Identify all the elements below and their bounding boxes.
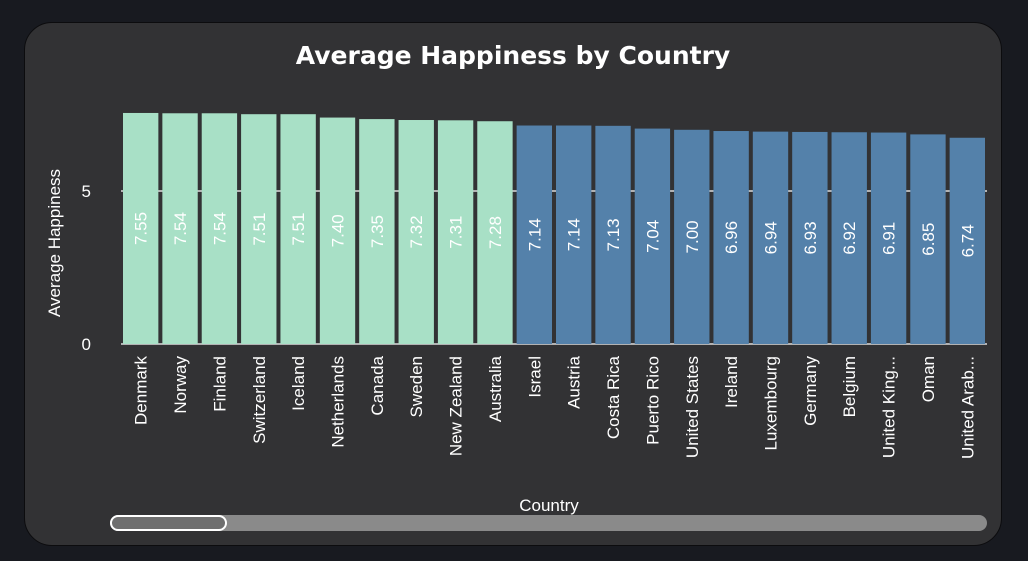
bar[interactable] [831, 132, 867, 344]
axes: 0 5 Denmark Norway Finland Switzerland Iceland… [82, 182, 978, 459]
x-tick-label: Austria [565, 355, 584, 408]
bar[interactable] [477, 121, 513, 345]
chart-scrollbar[interactable] [110, 515, 987, 531]
x-tick-label: Norway [171, 356, 190, 414]
bar[interactable] [949, 137, 985, 344]
bar[interactable] [162, 113, 198, 344]
data-label: 6.85 [919, 223, 938, 256]
x-tick-label: United Arab... [958, 356, 977, 459]
bars [123, 112, 985, 345]
data-label: 7.31 [447, 216, 466, 249]
bar-chart: 7.55 7.54 7.54 7.51 7.51 7.40 7.35 7.32 7.31 7.28… [45, 112, 987, 515]
bar[interactable] [201, 113, 238, 344]
data-label: 7.40 [329, 214, 348, 247]
data-label: 7.54 [171, 212, 190, 245]
chart-title: Average Happiness by Country [295, 41, 731, 70]
data-label: 7.51 [250, 213, 269, 246]
x-tick-label: Belgium [840, 356, 859, 417]
bar[interactable] [437, 120, 474, 345]
bar[interactable] [319, 117, 356, 344]
data-labels: 7.55 7.54 7.54 7.51 7.51 7.40 7.35 7.32 7.31 7.28… [132, 212, 978, 257]
data-label: 6.94 [762, 221, 781, 254]
x-tick-label: Netherlands [329, 356, 348, 448]
x-tick-label: Germany [801, 356, 820, 426]
data-label: 6.96 [722, 221, 741, 254]
x-tick-label: Luxembourg [762, 356, 781, 451]
bar[interactable] [792, 131, 828, 344]
x-tick-label: Finland [210, 356, 229, 412]
bar[interactable] [910, 134, 946, 344]
x-tick-label: Oman [919, 356, 938, 402]
y-tick-label: 0 [82, 335, 91, 354]
data-label: 7.14 [565, 218, 584, 251]
y-axis-title: Average Happiness [45, 169, 64, 317]
bar[interactable] [752, 131, 789, 344]
x-tick-label: Ireland [722, 356, 741, 408]
x-tick-label: United King... [880, 356, 899, 458]
y-tick-label: 5 [82, 182, 91, 201]
bar[interactable] [516, 125, 552, 345]
bar[interactable] [241, 114, 277, 344]
data-label: 6.91 [880, 222, 899, 255]
data-label: 7.13 [604, 218, 623, 251]
bar[interactable] [123, 112, 159, 344]
x-tick-label: Israel [525, 356, 544, 398]
bar[interactable] [713, 131, 749, 344]
chart-scrollbar-thumb[interactable] [110, 515, 227, 531]
chart-card: Average Happiness by Country 7.55 7.54 7.5… [24, 22, 1002, 546]
data-label: 7.54 [210, 212, 229, 245]
x-tick-label: New Zealand [447, 356, 466, 456]
data-label: 7.28 [486, 216, 505, 249]
x-axis-title: Country [519, 496, 579, 515]
x-tick-label: Puerto Rico [643, 356, 662, 445]
data-label: 7.00 [683, 220, 702, 253]
data-label: 7.14 [525, 218, 544, 251]
data-label: 7.55 [132, 212, 151, 245]
x-tick-label: Switzerland [250, 356, 269, 444]
bar[interactable] [556, 125, 592, 345]
bar[interactable] [359, 119, 395, 344]
bar[interactable] [870, 132, 907, 344]
data-label: 7.32 [407, 215, 426, 248]
data-label: 6.92 [840, 222, 859, 255]
x-tick-label: Iceland [289, 356, 308, 411]
data-label: 7.35 [368, 215, 387, 248]
data-label: 7.04 [643, 220, 662, 253]
x-tick-label: Canada [368, 355, 387, 415]
bar[interactable] [595, 125, 631, 345]
x-tick-label: Sweden [407, 356, 426, 417]
x-tick-label: Denmark [132, 356, 151, 425]
x-tick-label: United States [683, 356, 702, 458]
bar[interactable] [674, 129, 710, 344]
bar[interactable] [280, 114, 316, 344]
bar[interactable] [634, 128, 671, 344]
bar[interactable] [398, 120, 434, 345]
data-label: 6.93 [801, 221, 820, 254]
data-label: 6.74 [958, 224, 977, 257]
data-label: 7.51 [289, 213, 308, 246]
x-tick-label: Costa Rica [604, 355, 623, 439]
x-tick-label: Australia [486, 355, 505, 422]
